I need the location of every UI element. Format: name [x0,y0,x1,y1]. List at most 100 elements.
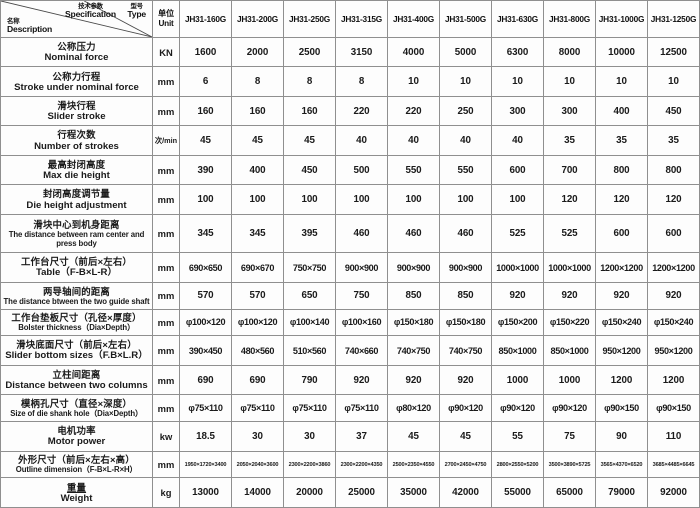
cell-r15-c2: 20000 [283,477,336,508]
cell-r12-c5: φ90×120 [439,394,492,423]
row-label: 公称压力 Nominal force [0,36,153,68]
cell-r7-c9: 1200×1200 [647,252,700,283]
row-unit: mm [152,335,180,366]
cell-r8-c6: 920 [491,281,544,310]
cell-r9-c5: φ150×180 [439,308,492,337]
cell-r12-c7: φ90×120 [543,394,596,423]
header-specification-en: Specification [65,9,116,20]
row-unit: mm [152,308,180,337]
row-label: 两导轴间的距离 The distance btween the two guide… [0,281,153,310]
cell-r0-c9: 12500 [647,36,700,68]
cell-r10-c4: 740×750 [387,335,440,366]
table-row: 行程次数 Number of strokes 次/min 45 45 45 40 40 40 40… [0,125,700,156]
cell-r0-c4: 4000 [387,36,440,68]
cell-r14-c3: 2300×2200×4350 [335,450,388,479]
row-unit: mm [152,213,180,254]
row-label-en: Bolster thickness（Dia×Depth） [18,323,135,333]
row-label-cn: 工作台垫板尺寸（孔径×厚度） [11,312,142,324]
cell-r5-c3: 100 [335,184,388,215]
cell-r4-c6: 600 [491,154,544,186]
table-row: 立柱间距离 Distance between two columns mm 690 69… [0,364,700,396]
cell-r3-c2: 45 [283,125,336,156]
cell-r0-c7: 8000 [543,36,596,68]
cell-r8-c9: 920 [647,281,700,310]
cell-r10-c7: 850×1000 [543,335,596,366]
cell-r3-c4: 40 [387,125,440,156]
cell-r10-c6: 850×1000 [491,335,544,366]
cell-r6-c3: 460 [335,213,388,254]
cell-r2-c8: 400 [595,95,648,127]
row-label-cn: 最高封闭高度 [47,158,106,170]
cell-r7-c6: 1000×1000 [491,252,544,283]
cell-r0-c3: 3150 [335,36,388,68]
row-label: 滑块行程 Slider stroke [0,95,153,127]
table-row: 滑块行程 Slider stroke mm 160 160 160 220 220 250 300… [0,95,700,127]
row-label-cn: 重量 [66,481,87,493]
cell-r13-c3: 37 [335,421,388,452]
row-label: 工作台垫板尺寸（孔径×厚度） Bolster thickness（Dia×Dept… [0,308,153,337]
table-row: 工作台垫板尺寸（孔径×厚度） Bolster thickness（Dia×Dept… [0,308,700,337]
cell-r11-c1: 690 [231,364,284,396]
row-label-cn: 外形尺寸（前后×左右×高） [18,454,135,466]
header-description-label: 名称 Description [7,18,52,35]
cell-r11-c6: 1000 [491,364,544,396]
cell-r6-c4: 460 [387,213,440,254]
cell-r11-c0: 690 [179,364,232,396]
row-label-cn: 滑块中心到机身距离 [33,218,120,230]
cell-r2-c2: 160 [283,95,336,127]
cell-r5-c1: 100 [231,184,284,215]
cell-r4-c8: 800 [595,154,648,186]
cell-r1-c5: 10 [439,66,492,97]
cell-r15-c4: 35000 [387,477,440,508]
cell-r9-c1: φ100×120 [231,308,284,337]
row-unit: mm [152,184,180,215]
cell-r4-c0: 390 [179,154,232,186]
table-row: 公称力行程 Stroke under nominal force mm 6 8 8 8 10 1… [0,66,700,97]
cell-r2-c9: 450 [647,95,700,127]
cell-r3-c0: 45 [179,125,232,156]
cell-r11-c9: 1200 [647,364,700,396]
cell-r1-c6: 10 [491,66,544,97]
row-label-en: Die height adjustment [26,199,127,211]
row-label-en: Slider bottom sizes（F.B×L.R） [5,350,148,362]
row-unit: mm [152,252,180,283]
row-label-en: Nominal force [44,52,109,64]
cell-r10-c8: 950×1200 [595,335,648,366]
header-model-0: JH31-160G [179,0,232,38]
row-label-en: Max die height [43,170,110,182]
cell-r0-c8: 10000 [595,36,648,68]
cell-r4-c5: 550 [439,154,492,186]
cell-r15-c1: 14000 [231,477,284,508]
cell-r5-c6: 100 [491,184,544,215]
cell-r3-c9: 35 [647,125,700,156]
cell-r13-c7: 75 [543,421,596,452]
table-row: 最高封闭高度 Max die height mm 390 400 450 500 550 550… [0,154,700,186]
cell-r9-c6: φ150×200 [491,308,544,337]
cell-r12-c8: φ90×150 [595,394,648,423]
cell-r11-c8: 1200 [595,364,648,396]
row-label: 封闭高度调节量 Die height adjustment [0,184,153,215]
cell-r1-c4: 10 [387,66,440,97]
cell-r2-c4: 220 [387,95,440,127]
row-label: 外形尺寸（前后×左右×高） Outline dimension（F-B×L-R×H… [0,450,153,479]
cell-r9-c9: φ150×240 [647,308,700,337]
row-unit: 次/min [152,125,180,156]
row-unit: mm [152,281,180,310]
cell-r2-c0: 160 [179,95,232,127]
cell-r1-c9: 10 [647,66,700,97]
row-unit: kg [152,477,180,508]
header-unit-cn: 单位 [158,9,174,19]
cell-r12-c1: φ75×110 [231,394,284,423]
cell-r1-c8: 10 [595,66,648,97]
cell-r8-c8: 920 [595,281,648,310]
row-unit: KN [152,36,180,68]
cell-r4-c9: 800 [647,154,700,186]
cell-r15-c8: 79000 [595,477,648,508]
row-label-cn: 滑块底面尺寸（前后×左右） [16,339,137,351]
row-label-en: The distance btween the two guide shaft [3,296,150,306]
cell-r1-c3: 8 [335,66,388,97]
row-unit: kw [152,421,180,452]
header-type-label: 型号 Type [127,3,146,20]
cell-r7-c5: 900×900 [439,252,492,283]
cell-r10-c3: 740×660 [335,335,388,366]
